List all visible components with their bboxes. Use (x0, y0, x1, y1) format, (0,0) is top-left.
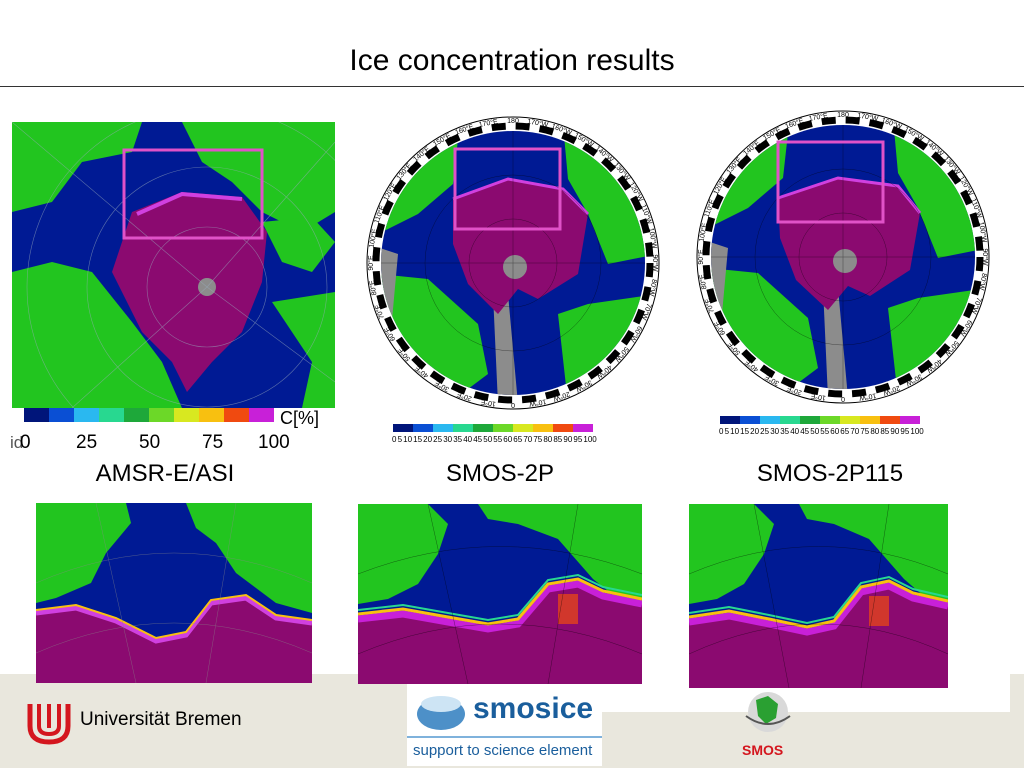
university-name: Universität Bremen (80, 709, 242, 730)
amsr-tick: 100 (258, 432, 290, 453)
amsr-tick: 0 (20, 432, 31, 453)
smosice-logo: smosice support to science element (407, 684, 602, 766)
amsr-colorbar (24, 408, 274, 422)
amsr-tick: 75 (202, 432, 224, 453)
smos-2p-map (366, 116, 660, 410)
smos-2p-colorbar (393, 424, 593, 432)
title-divider (0, 86, 1024, 87)
amsr-colorbar-unit: C[%] (280, 408, 320, 428)
smos-2p115-zoom (689, 504, 948, 688)
smosice-name: smosice (473, 692, 594, 725)
caption-smos-2p: SMOS-2P (445, 460, 555, 487)
smos-2p115-map (696, 110, 990, 404)
amsr-tick: 25 (76, 432, 98, 453)
smos-logo-text: SMOS (742, 742, 784, 758)
smosice-drop-icon (417, 696, 465, 730)
amsr-map (12, 122, 335, 408)
smos-2p115-colorbar-ticks: 0 5 10 15 20 25 30 35 40 45 50 55 60 65 70 75 80 85 90 95 10… (719, 427, 924, 436)
smos-2p-zoom (358, 504, 642, 684)
smos-2p115-colorbar (720, 416, 920, 424)
smosice-divider (407, 736, 602, 738)
smos-2p-colorbar-ticks: 0 5 10 15 20 25 30 35 40 45 50 55 60 65 70 75 80 85 90 95 10… (392, 435, 597, 444)
smos-satellite-globe-icon (745, 692, 791, 732)
caption-amsr: AMSR-E/ASI (95, 460, 235, 487)
slide-title: Ice concentration results (349, 44, 675, 77)
amsr-zoom (36, 503, 312, 683)
smosice-tagline: support to science element (413, 742, 593, 759)
amsr-tick: 50 (139, 432, 161, 453)
amsr-colorbar-edge-fragment: id (10, 433, 24, 452)
university-bremen-logo-icon (27, 704, 71, 745)
caption-smos-2p115: SMOS-2P115 (756, 460, 904, 487)
